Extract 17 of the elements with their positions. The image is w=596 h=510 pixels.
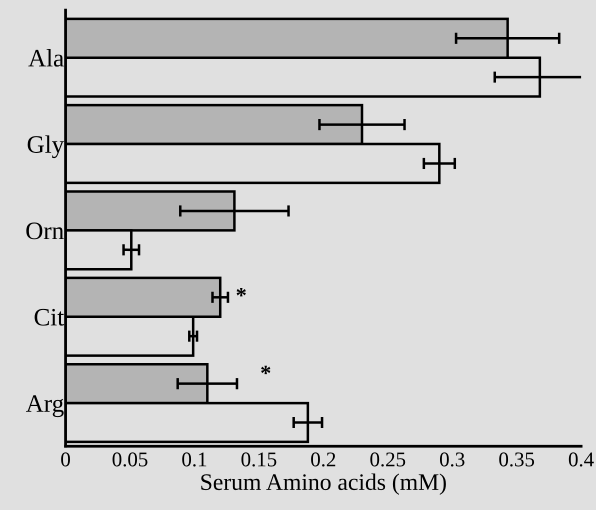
x-tick-label: 0.3 — [440, 452, 464, 467]
y-tick-label: Gly — [28, 135, 64, 158]
x-tick-label: 0.25 — [370, 452, 406, 467]
x-tick-label: 0.15 — [241, 452, 276, 467]
y-tick-label: Arg — [26, 395, 64, 418]
y-tick-label: Cit — [34, 308, 64, 326]
y-tick-label: Ala — [28, 49, 64, 67]
x-tick-label: 0.2 — [311, 452, 336, 467]
x-axis-title: Serum Amino acids (mM) — [201, 473, 446, 495]
y-tick-label: Orn — [26, 222, 64, 240]
x-tick-label: 0.4 — [568, 452, 594, 467]
x-tick-label: 0 — [61, 452, 70, 466]
x-tick-label: 0.35 — [499, 452, 534, 467]
x-tick-label: 0.1 — [182, 452, 206, 467]
annotation: * — [261, 366, 270, 374]
annotation: * — [236, 288, 246, 296]
x-tick-label: 0.05 — [112, 452, 148, 467]
